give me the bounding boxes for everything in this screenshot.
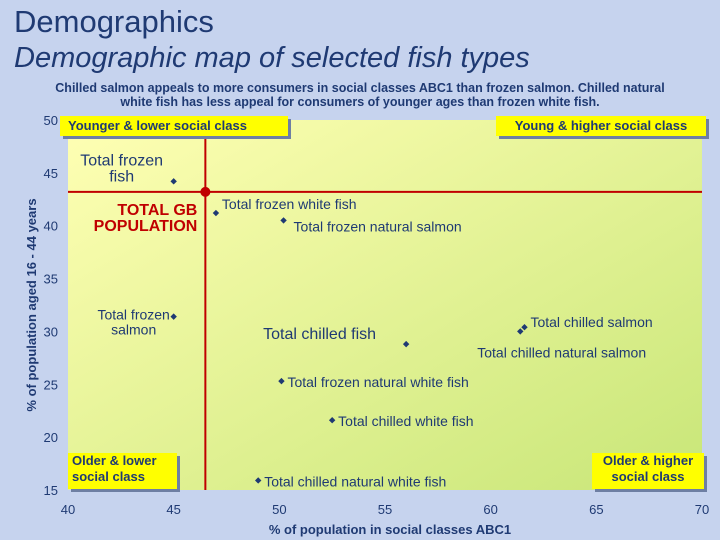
- reference-label-line-2: POPULATION: [94, 218, 198, 235]
- data-label: Total frozen white fish: [222, 196, 357, 212]
- data-point: [521, 324, 528, 331]
- y-tick-label: 35: [44, 272, 58, 287]
- data-label: Total chilled white fish: [338, 413, 473, 429]
- caption-line-1: Chilled salmon appeals to more consumers…: [55, 81, 665, 95]
- y-tick-label: 25: [44, 377, 58, 392]
- y-tick-label: 20: [44, 430, 58, 445]
- data-label: Total frozen natural white fish: [287, 374, 468, 390]
- x-tick-label: 45: [166, 502, 180, 517]
- quadrant-label-top-left: Younger & lower social class: [60, 116, 288, 136]
- data-point: [212, 209, 220, 217]
- chart-caption: Chilled salmon appeals to more consumers…: [10, 81, 710, 109]
- quadrant-bottom-left-line-1: Older & lower: [72, 453, 157, 468]
- data-point: [278, 377, 285, 385]
- x-tick-label: 50: [272, 502, 286, 517]
- data-label: fish: [109, 168, 134, 185]
- y-tick-label: 50: [44, 113, 58, 128]
- data-point: [170, 178, 177, 185]
- quadrant-bottom-right-line-2: social class: [611, 469, 685, 484]
- plot-area: [68, 120, 702, 490]
- data-point: [517, 328, 524, 335]
- caption-line-2: white fish has less appeal for consumers…: [120, 95, 600, 109]
- data-point: [255, 477, 262, 484]
- y-tick-label: 15: [44, 483, 58, 498]
- data-label: salmon: [111, 322, 156, 338]
- page-title: Demographics: [14, 4, 214, 39]
- quadrant-bottom-left-line-2: social class: [72, 469, 145, 484]
- data-point: [280, 217, 287, 224]
- quadrant-bottom-right-line-1: Older & higher: [602, 453, 694, 468]
- x-tick-label: 40: [61, 502, 75, 517]
- y-tick-label: 30: [44, 324, 58, 339]
- x-tick-label: 55: [378, 502, 392, 517]
- x-tick-label: 60: [483, 502, 497, 517]
- data-label: Total frozen: [80, 152, 163, 169]
- data-point: [170, 313, 177, 320]
- quadrant-label-bottom-left: Older & lower social class: [68, 453, 177, 489]
- x-tick-label: 70: [695, 502, 709, 517]
- reference-point-total-gb-population: [200, 186, 211, 197]
- quadrant-label-top-right: Young & higher social class: [496, 116, 706, 136]
- y-tick-label: 45: [44, 166, 58, 181]
- data-point: [328, 417, 336, 424]
- page-subtitle: Demographic map of selected fish types: [14, 42, 530, 74]
- data-point: [402, 340, 410, 348]
- data-label: Total chilled natural white fish: [264, 473, 446, 489]
- data-label: Total chilled natural salmon: [477, 344, 646, 360]
- y-axis-ticks: 15 20 25 30 35 40 45 50: [44, 113, 58, 498]
- data-label: Total chilled fish: [263, 326, 376, 343]
- y-axis-title: % of population aged 16 - 44 years: [24, 198, 39, 411]
- x-axis-ticks: 40 45 50 55 60 65 70: [61, 502, 709, 517]
- data-points: [170, 178, 528, 484]
- quadrant-label-bottom-right: Older & higher social class: [592, 453, 704, 489]
- reference-label-line-1: TOTAL GB: [117, 202, 197, 219]
- x-tick-label: 65: [589, 502, 603, 517]
- data-label: Total frozen: [97, 307, 169, 323]
- x-axis-title: % of population in social classes ABC1: [269, 522, 511, 537]
- data-label: Total chilled salmon: [530, 314, 652, 330]
- y-tick-label: 40: [44, 219, 58, 234]
- data-label: Total frozen natural salmon: [294, 218, 462, 234]
